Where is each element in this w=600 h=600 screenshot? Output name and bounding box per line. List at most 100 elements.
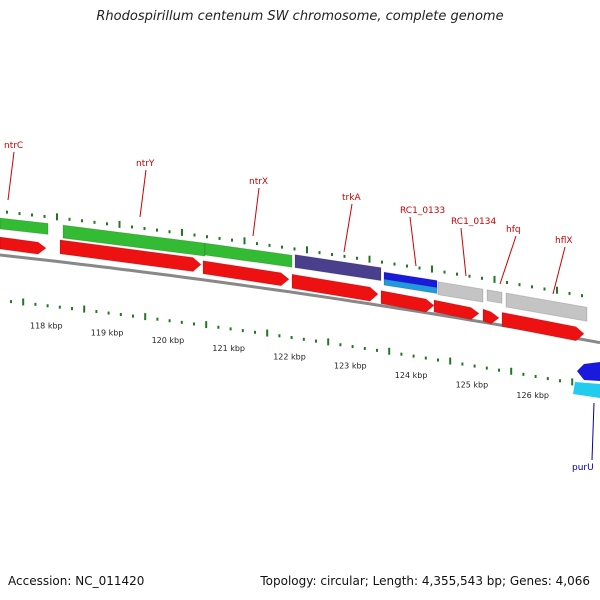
genome-summary-text: Topology: circular; Length: 4,355,543 bp…	[260, 574, 590, 588]
scale-label: 119 kbp	[91, 328, 124, 337]
tick-mark	[400, 352, 403, 356]
tick-mark	[327, 338, 330, 346]
map-title: Rhodospirillum centenum SW chromosome, c…	[96, 9, 504, 24]
tick-mark	[95, 310, 98, 314]
gene-feature-rc1-0133-lower	[383, 278, 438, 295]
scale-label: 125 kbp	[456, 381, 489, 390]
tick-mark	[156, 317, 159, 321]
tick-mark	[181, 228, 183, 236]
tick-mark	[518, 283, 521, 287]
label-leader-line	[591, 402, 595, 461]
tick-mark	[510, 367, 513, 375]
scale-label: 126 kbp	[516, 391, 549, 400]
tick-mark	[217, 325, 220, 329]
tick-mark	[393, 262, 396, 266]
tick-mark	[168, 319, 171, 323]
gene-label: ntrX	[249, 177, 268, 187]
tick-mark	[278, 334, 281, 338]
tick-mark	[437, 358, 439, 362]
tick-mark	[343, 254, 346, 258]
tick-mark	[180, 320, 183, 324]
tick-mark	[107, 311, 110, 315]
tick-mark	[281, 245, 283, 249]
gene-feature-ntrC	[0, 217, 49, 235]
tick-mark	[461, 362, 464, 366]
cds-arrow	[59, 239, 202, 273]
cds-arrow	[433, 299, 480, 320]
tick-mark	[418, 266, 421, 270]
gene-label: RC1_0134	[451, 217, 496, 227]
tick-mark	[266, 329, 269, 337]
tick-mark	[81, 219, 83, 223]
gene-feature-hflX	[505, 292, 588, 322]
gene-feature-ntrY	[62, 224, 206, 257]
tick-mark	[43, 214, 46, 218]
cds-arrow	[202, 260, 290, 287]
tick-mark	[131, 225, 133, 229]
tick-mark	[376, 348, 378, 352]
gene-label: hflX	[555, 236, 573, 246]
label-leader-line	[409, 216, 417, 267]
tick-mark	[193, 322, 195, 326]
cds-arrow	[482, 308, 500, 325]
scale-label: 123 kbp	[334, 361, 367, 370]
scale-label: 121 kbp	[212, 344, 245, 353]
label-leader-line	[252, 187, 260, 237]
gene-label: RC1_0133	[400, 206, 445, 216]
label-leader-line	[552, 246, 566, 295]
tick-mark	[58, 305, 61, 309]
gene-feature-trkA	[294, 254, 382, 282]
tick-mark	[485, 366, 488, 370]
tick-mark	[156, 228, 158, 232]
tick-mark	[581, 294, 583, 298]
tick-mark	[306, 246, 308, 254]
gene-label: ntrY	[136, 159, 155, 169]
label-leader-line	[7, 151, 15, 201]
tick-mark	[406, 264, 408, 268]
tick-mark	[302, 337, 305, 341]
chromosome-backbone	[0, 253, 600, 345]
tick-mark	[506, 281, 508, 285]
label-leader-line	[460, 227, 467, 277]
tick-mark	[132, 314, 134, 318]
tick-mark	[468, 274, 471, 278]
tick-mark	[290, 336, 293, 340]
tick-mark	[534, 374, 537, 378]
tick-mark	[473, 364, 476, 368]
tick-mark	[93, 220, 96, 224]
gene-label: trkA	[342, 193, 361, 203]
tick-mark	[46, 304, 49, 308]
gene-feature-ntrX	[204, 242, 293, 268]
tick-mark	[443, 270, 446, 274]
tick-mark	[546, 377, 549, 381]
tick-mark	[118, 220, 121, 228]
scale-labels: 118 kbp 119 kbp 120 kbp 121 kbp 122 kbp 123 k…	[30, 321, 549, 399]
tick-mark	[22, 298, 25, 306]
gene-label: purU	[572, 463, 594, 473]
tick-mark	[56, 213, 58, 221]
tick-mark	[568, 291, 571, 295]
tick-mark	[83, 305, 86, 313]
cds-arrow	[380, 290, 435, 313]
tick-mark	[106, 222, 108, 226]
tick-mark	[193, 233, 196, 237]
tick-mark	[339, 343, 342, 347]
tick-mark	[293, 247, 296, 251]
scale-label: 124 kbp	[395, 371, 428, 380]
cds-arrow	[291, 273, 379, 302]
tick-mark	[18, 212, 21, 216]
tick-mark	[71, 307, 73, 311]
gene-feature-hfq	[486, 289, 503, 304]
gene-label: hfq	[506, 225, 521, 235]
tick-mark	[424, 356, 427, 360]
tick-mark	[481, 276, 483, 280]
tick-mark	[363, 346, 366, 350]
tick-mark	[356, 256, 358, 260]
tick-mark	[231, 238, 233, 242]
tick-mark	[522, 372, 525, 376]
tick-mark	[388, 347, 391, 355]
gene-label: ntrC	[4, 141, 23, 151]
label-leader-line	[139, 169, 147, 218]
tick-mark	[498, 368, 500, 372]
